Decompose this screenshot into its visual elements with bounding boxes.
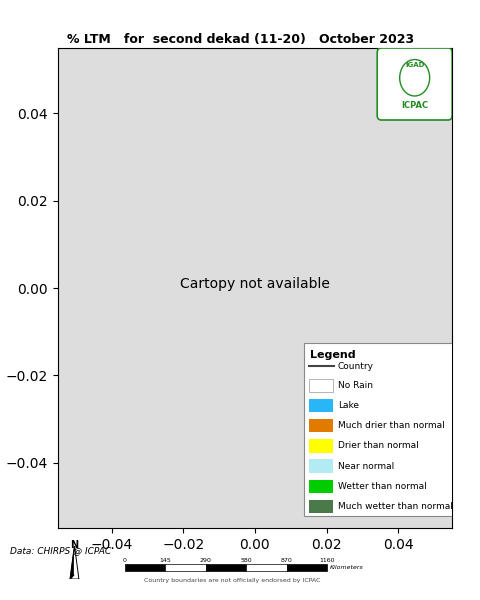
Text: ICPAC: ICPAC	[400, 101, 427, 110]
Text: Much wetter than normal: Much wetter than normal	[337, 502, 452, 511]
Text: Kilometers: Kilometers	[329, 565, 362, 570]
FancyBboxPatch shape	[303, 343, 451, 516]
Text: Near normal: Near normal	[337, 461, 393, 470]
Text: Country boundaries are not officially endorsed by ICPAC: Country boundaries are not officially en…	[144, 578, 320, 583]
Text: Cartopy not available: Cartopy not available	[180, 277, 329, 291]
Text: No Rain: No Rain	[337, 381, 372, 390]
Text: Country: Country	[337, 362, 373, 371]
Bar	[308, 479, 333, 493]
Bar	[308, 399, 333, 412]
Text: 290: 290	[200, 558, 211, 563]
Text: Lake: Lake	[337, 401, 358, 410]
Text: 580: 580	[240, 558, 252, 563]
FancyBboxPatch shape	[376, 48, 451, 120]
Text: % LTM   for  second dekad (11-20)   October 2023: % LTM for second dekad (11-20) October 2…	[67, 33, 413, 46]
Text: Much drier than normal: Much drier than normal	[337, 421, 444, 430]
Text: 1160: 1160	[319, 558, 334, 563]
Bar	[308, 460, 333, 473]
Text: 870: 870	[280, 558, 292, 563]
Text: Legend: Legend	[310, 350, 355, 361]
Text: 0: 0	[123, 558, 127, 563]
Bar	[308, 379, 333, 392]
Bar	[308, 500, 333, 513]
Bar	[308, 419, 333, 433]
Text: Wetter than normal: Wetter than normal	[337, 482, 426, 491]
Text: Drier than normal: Drier than normal	[337, 442, 418, 451]
Polygon shape	[70, 546, 74, 579]
Text: IGAD: IGAD	[404, 62, 423, 68]
Text: 145: 145	[159, 558, 171, 563]
Bar	[308, 439, 333, 452]
Text: Data: CHIRPS @ ICPAC: Data: CHIRPS @ ICPAC	[10, 546, 110, 555]
Polygon shape	[74, 546, 79, 579]
Text: N: N	[71, 540, 78, 550]
